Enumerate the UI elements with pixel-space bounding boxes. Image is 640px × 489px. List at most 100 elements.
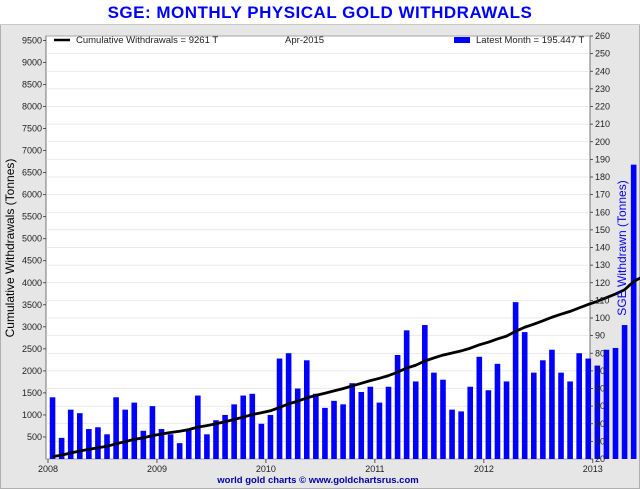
- right-tick-label: 200: [595, 137, 610, 147]
- bar-monthly: [567, 381, 573, 459]
- y-axis-label-right: SGE Withdrawn (Tonnes): [615, 180, 629, 315]
- left-tick-label: 9500: [22, 35, 42, 45]
- bar-monthly: [521, 332, 528, 459]
- chart-title: SGE: MONTHLY PHYSICAL GOLD WITHDRAWALS: [107, 3, 533, 22]
- left-tick-label: 2500: [22, 344, 42, 354]
- bar-monthly: [612, 347, 619, 459]
- right-tick-label: 250: [595, 49, 610, 59]
- right-tick-label: 220: [595, 102, 610, 112]
- right-tick-label: 90: [595, 331, 605, 341]
- right-tick-label: 260: [595, 31, 610, 41]
- bar-monthly: [331, 400, 337, 459]
- bar-monthly: [340, 404, 346, 459]
- left-tick-label: 2000: [22, 366, 42, 376]
- bar-monthly: [49, 397, 56, 459]
- bar-monthly: [140, 430, 147, 459]
- bar-monthly: [185, 429, 192, 459]
- bar-monthly: [122, 409, 128, 459]
- bar-monthly: [349, 383, 355, 459]
- bar-monthly: [394, 355, 401, 459]
- bar-monthly: [267, 414, 274, 459]
- bar-monthly: [313, 393, 319, 459]
- right-tick-label: 170: [595, 190, 610, 200]
- bar-monthly: [67, 409, 74, 459]
- left-tick-label: 6500: [22, 168, 42, 178]
- bar-monthly: [358, 392, 365, 459]
- right-tick-label: 70: [595, 366, 605, 376]
- left-tick-label: 500: [27, 432, 42, 442]
- x-tick-label: 2009: [147, 464, 167, 474]
- bar-monthly: [76, 413, 83, 459]
- right-tick-label: 110: [595, 295, 609, 305]
- bar-monthly: [113, 397, 119, 459]
- left-tick-label: 5000: [22, 234, 42, 244]
- left-tick-label: 3500: [22, 300, 42, 310]
- bar-monthly: [585, 358, 592, 459]
- left-tick-label: 4000: [22, 278, 42, 288]
- right-tick-label: 230: [595, 84, 610, 94]
- chart-footer: world gold charts © www.goldchartsrus.co…: [216, 475, 418, 486]
- bar-monthly: [376, 402, 383, 459]
- right-tick-label: 120: [595, 278, 610, 288]
- bar-monthly: [485, 390, 492, 459]
- right-tick-label: 20: [595, 454, 605, 464]
- bar-monthly: [440, 379, 446, 459]
- right-tick-label: 140: [595, 243, 610, 253]
- right-tick-label: 100: [595, 313, 610, 323]
- bar-monthly: [558, 372, 564, 459]
- bar-monthly: [403, 330, 410, 459]
- bar-monthly: [322, 407, 328, 459]
- x-tick-label: 2008: [38, 464, 58, 474]
- legend-latest: Latest Month = 195.447 T: [476, 35, 585, 46]
- bar-monthly: [449, 409, 455, 459]
- bar-monthly: [58, 437, 65, 459]
- right-tick-label: 190: [595, 154, 610, 164]
- left-tick-label: 1500: [22, 388, 42, 398]
- bar-monthly: [630, 164, 637, 459]
- x-tick-label: 2012: [474, 464, 494, 474]
- bar-monthly: [240, 395, 247, 459]
- bar-monthly: [258, 423, 265, 459]
- bar-monthly: [95, 427, 101, 459]
- bar-monthly: [621, 325, 628, 459]
- bar-monthly: [294, 388, 301, 459]
- bar-monthly: [431, 372, 437, 459]
- bar-monthly: [204, 434, 210, 459]
- left-tick-label: 4500: [22, 256, 42, 266]
- bar-monthly: [367, 386, 374, 459]
- right-tick-label: 160: [595, 207, 610, 217]
- y-axis-label-left: Cumulative Withdrawals (Tonnes): [3, 159, 17, 338]
- bar-monthly: [422, 325, 428, 459]
- left-tick-label: 1000: [22, 410, 42, 420]
- bar-monthly: [213, 420, 219, 459]
- left-tick-label: 5500: [22, 212, 42, 222]
- bar-monthly: [131, 402, 138, 459]
- left-tick-label: 7500: [22, 124, 42, 134]
- left-tick-label: 6000: [22, 190, 42, 200]
- title-bar: SGE: MONTHLY PHYSICAL GOLD WITHDRAWALS: [0, 0, 640, 25]
- bar-monthly: [149, 406, 156, 460]
- bar-monthly: [86, 429, 92, 459]
- bar-monthly: [540, 360, 546, 459]
- legend-cumulative: Cumulative Withdrawals = 9261 T: [76, 35, 218, 46]
- bar-monthly: [167, 434, 174, 459]
- left-tick-label: 8500: [22, 79, 42, 89]
- left-tick-label: 3000: [22, 322, 42, 332]
- bar-monthly: [231, 404, 237, 459]
- right-tick-label: 50: [595, 401, 605, 411]
- cumulative-line: [52, 276, 640, 458]
- bar-monthly: [603, 349, 610, 459]
- bar-monthly: [467, 386, 474, 459]
- bar-monthly: [158, 429, 165, 459]
- bar-monthly: [494, 363, 501, 459]
- left-tick-label: 7000: [22, 146, 42, 156]
- bar-monthly: [476, 356, 483, 459]
- right-tick-label: 60: [595, 384, 605, 394]
- right-tick-label: 40: [595, 419, 605, 429]
- x-tick-label: 2010: [256, 464, 276, 474]
- x-tick-label: 2011: [365, 464, 384, 474]
- bar-monthly: [176, 443, 183, 459]
- bar-monthly: [503, 381, 510, 459]
- left-tick-label: 8000: [22, 102, 42, 112]
- right-tick-label: 150: [595, 225, 610, 235]
